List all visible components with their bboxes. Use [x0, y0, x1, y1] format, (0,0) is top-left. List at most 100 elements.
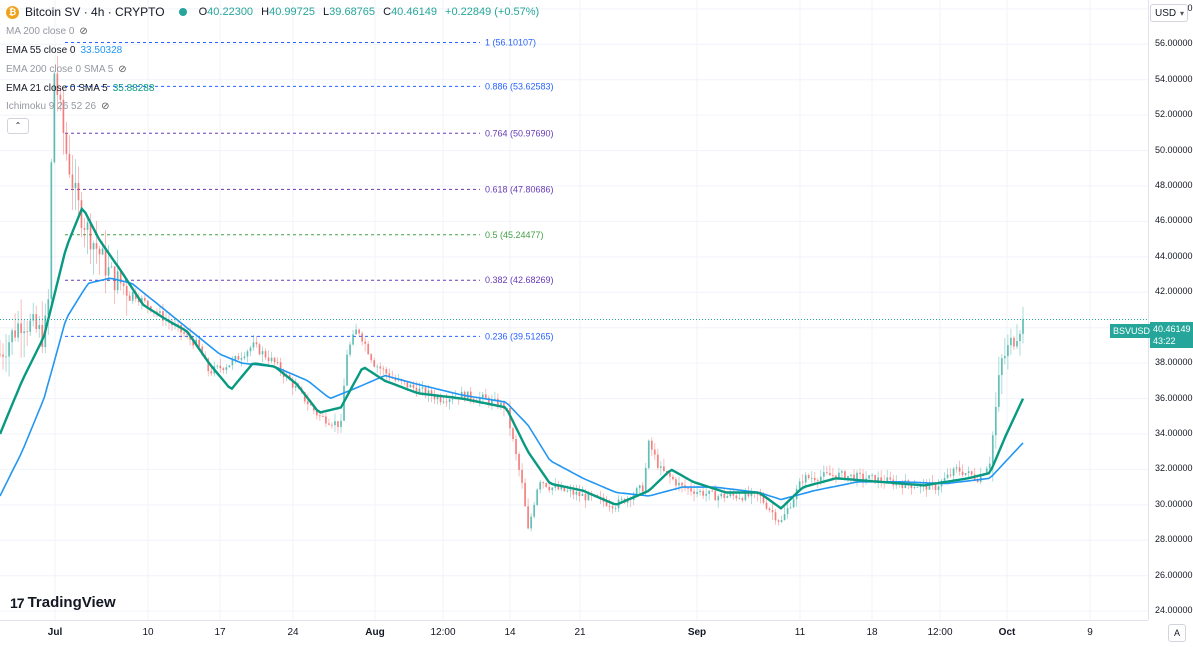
candle-body — [789, 507, 792, 509]
candle-body — [50, 162, 53, 300]
candle-body — [533, 504, 536, 517]
candle-body — [445, 401, 448, 403]
candle-body — [641, 485, 644, 492]
candle-body — [813, 478, 816, 481]
chevron-up-icon[interactable]: ⌃ — [7, 118, 29, 134]
candle-body — [798, 481, 801, 489]
candle-body — [967, 471, 970, 474]
candle-body — [306, 401, 309, 405]
chevron-down-icon: ▾ — [1179, 9, 1184, 18]
candle-body — [542, 482, 545, 484]
indicator-label: Ichimoku 9 26 52 26 — [6, 101, 97, 112]
candle-body — [937, 486, 940, 490]
candle-body — [780, 520, 783, 522]
candle-body — [95, 243, 98, 249]
candle-body — [880, 477, 883, 482]
candle-body — [80, 200, 83, 229]
candle-body — [183, 332, 185, 334]
candle-body — [219, 365, 222, 369]
indicator-ema55[interactable]: EMA 55 close 0 33.50328 — [6, 45, 122, 56]
candle-body — [587, 493, 590, 501]
time-tick-label: 18 — [866, 627, 878, 638]
candle-body — [515, 438, 517, 455]
currency-label: USD — [1155, 8, 1177, 19]
candle-body — [17, 323, 20, 338]
candle-body — [720, 493, 723, 497]
candle-body — [291, 379, 294, 388]
candle-body — [551, 487, 554, 491]
candle-body — [859, 472, 861, 474]
price-tick-label: 44.00000 — [1155, 250, 1193, 261]
price-tick-label: 54.00000 — [1155, 73, 1193, 84]
price-tick-label: 28.00000 — [1155, 534, 1193, 545]
currency-selector[interactable]: USD ▾ — [1150, 4, 1188, 22]
candle-body — [744, 491, 747, 501]
candle-body — [705, 493, 708, 496]
eye-crossed-icon[interactable]: ⊘ — [79, 26, 88, 37]
candle-body — [62, 99, 65, 134]
candle-body — [913, 487, 916, 489]
candle-body — [119, 271, 122, 284]
auto-scale-icon[interactable]: A — [1168, 624, 1186, 642]
price-axis[interactable]: 58.0000056.0000054.0000052.0000050.00000… — [1148, 0, 1193, 620]
tradingview-logo[interactable]: 17 TradingView — [10, 594, 116, 611]
indicator-ema200[interactable]: EMA 200 close 0 SMA 5 ⊘ — [6, 64, 127, 75]
candle-body — [850, 474, 852, 476]
candle-body — [35, 314, 38, 329]
last-price-value: 40.46149 — [1153, 324, 1191, 334]
price-chart[interactable]: 1 (56.10107) 0.886 (53.62583) 0.764 (50.97… — [0, 0, 1148, 620]
eye-crossed-icon[interactable]: ⊘ — [101, 101, 110, 112]
candle-body — [192, 339, 195, 346]
candle-body — [952, 468, 955, 476]
ema55-line — [0, 277, 1024, 501]
price-tick-label: 26.00000 — [1155, 569, 1193, 580]
candle-body — [581, 494, 584, 496]
candle-body — [352, 334, 354, 345]
candle-body — [729, 493, 732, 497]
candle-body — [415, 387, 418, 394]
candle-body — [961, 471, 964, 475]
time-axis[interactable]: Jul 10 17 24 Aug 12:00 14 21 Sep 11 18 12:00 Oct 9 — [0, 620, 1148, 647]
time-tick-label: Aug — [365, 627, 385, 638]
candle-body — [385, 369, 388, 374]
candle-body — [717, 496, 720, 501]
symbol-title[interactable]: Bitcoin SV · 4h · CRYPTO — [25, 5, 165, 19]
candle-body — [554, 485, 557, 488]
fib-level-label: 0.382 (42.68269) — [485, 275, 554, 285]
indicator-ichimoku[interactable]: Ichimoku 9 26 52 26 ⊘ — [6, 101, 109, 112]
candle-body — [509, 408, 511, 429]
tradingview-logo-text: TradingView — [27, 594, 116, 611]
candle-body — [448, 399, 451, 402]
candle-body — [379, 366, 382, 369]
candle-body — [750, 491, 753, 497]
price-tick-label: 30.00000 — [1155, 498, 1193, 509]
candle-body — [934, 483, 937, 490]
time-tick-label: 9 — [1087, 627, 1093, 638]
candle-body — [494, 398, 496, 400]
eye-crossed-icon[interactable]: ⊘ — [118, 64, 127, 75]
candle-body — [991, 435, 994, 464]
candle-body — [653, 449, 656, 455]
candle-body — [0, 354, 1, 356]
candle-body — [373, 360, 376, 367]
candle-body — [964, 473, 967, 475]
candle-body — [1019, 333, 1021, 342]
price-tick-label: 36.00000 — [1155, 392, 1193, 403]
bitcoin-sv-coin-icon[interactable]: ₿ — [6, 5, 19, 19]
indicator-ma200[interactable]: MA 200 close 0 ⊘ — [6, 26, 88, 37]
candle-body — [469, 391, 472, 399]
candle-body — [801, 481, 804, 483]
candle-body — [216, 365, 219, 367]
ohlc-low-key: L — [323, 6, 330, 18]
candle-body — [656, 454, 659, 468]
candle-body — [77, 182, 80, 201]
candle-body — [771, 510, 774, 513]
candle-body — [451, 398, 454, 400]
fib-level-label: 1 (56.10107) — [485, 37, 536, 47]
candle-body — [732, 493, 735, 496]
candle-body — [56, 73, 59, 95]
candle-body — [1010, 337, 1012, 346]
candle-body — [267, 357, 270, 361]
indicator-ema21[interactable]: EMA 21 close 0 SMA 5 35.88288 — [6, 83, 154, 94]
price-tick-label: 42.00000 — [1155, 286, 1193, 297]
